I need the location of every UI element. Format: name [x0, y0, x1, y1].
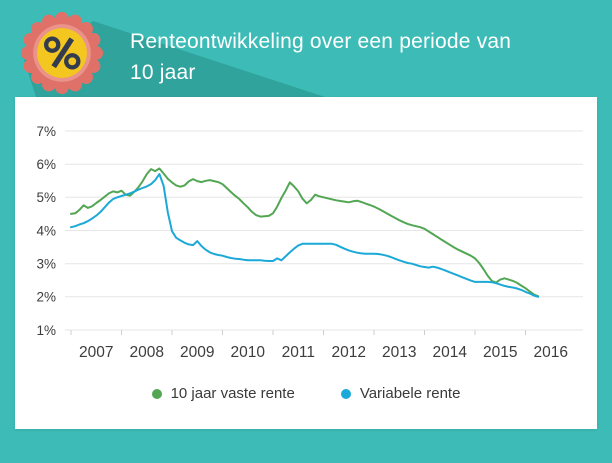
legend-item-variabele-rente: Variabele rente [340, 385, 461, 402]
svg-text:5%: 5% [36, 190, 56, 205]
title-line-1: Renteontwikkeling over een periode van [130, 30, 512, 53]
legend-dot-vaste-rente-icon [151, 388, 162, 399]
svg-text:2007: 2007 [79, 344, 113, 361]
page-title: Renteontwikkeling over een periode van 1… [130, 26, 590, 88]
svg-text:6%: 6% [36, 157, 56, 172]
chart-legend: 10 jaar vaste rente Variabele rente [15, 385, 597, 402]
svg-text:2%: 2% [36, 290, 56, 305]
svg-text:2010: 2010 [231, 344, 266, 361]
chart-plot: 7% 6% 5% 4% 3% 2% 1% 2007 2008 2009 2010 2011 2012 20… [36, 124, 583, 361]
svg-text:2016: 2016 [534, 344, 568, 361]
legend-label-variabele-rente: Variabele rente [359, 385, 461, 402]
svg-text:4%: 4% [36, 223, 56, 238]
svg-text:2015: 2015 [483, 344, 517, 361]
svg-text:3%: 3% [36, 257, 56, 272]
svg-text:7%: 7% [36, 124, 56, 139]
chart-card: 7% 6% 5% 4% 3% 2% 1% 2007 2008 2009 2010 2011 2012 20… [15, 97, 597, 429]
legend-item-vaste-rente: 10 jaar vaste rente [151, 385, 295, 402]
svg-text:2011: 2011 [282, 344, 315, 361]
svg-text:2009: 2009 [180, 344, 214, 361]
svg-text:1%: 1% [36, 323, 56, 338]
title-line-2: 10 jaar [130, 61, 196, 84]
svg-text:2012: 2012 [332, 344, 366, 361]
percent-glyph [44, 36, 81, 70]
header: Renteontwikkeling over een periode van 1… [0, 0, 612, 97]
percent-badge-icon [20, 11, 104, 95]
svg-text:2014: 2014 [433, 344, 468, 361]
legend-dot-variabele-rente-icon [340, 388, 351, 399]
legend-label-vaste-rente: 10 jaar vaste rente [170, 385, 295, 402]
svg-text:2013: 2013 [382, 344, 416, 361]
svg-text:2008: 2008 [130, 344, 164, 361]
